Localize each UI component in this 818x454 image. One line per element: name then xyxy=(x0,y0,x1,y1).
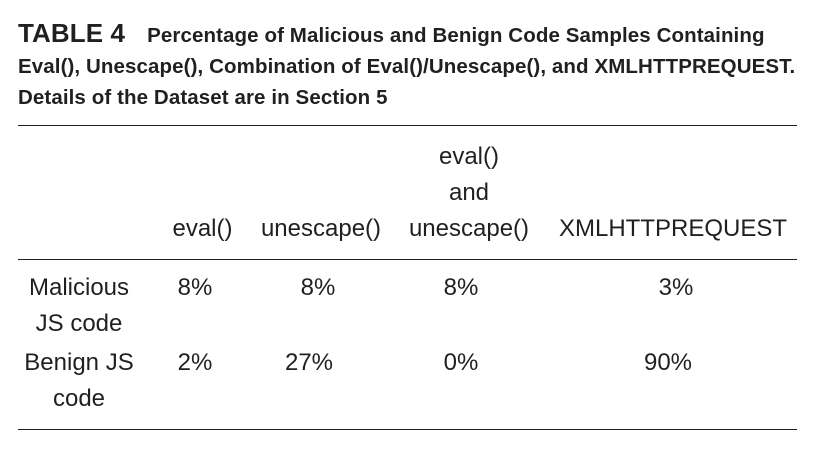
table-cell-benign-xmlhttprequest: 90% xyxy=(643,349,693,376)
row-label-benign-line-1: Benign JS xyxy=(24,349,134,376)
column-header-eval-and-unescape-line-3: unescape() xyxy=(408,215,530,242)
row-label-malicious-line-2: JS code xyxy=(35,310,123,337)
column-header-eval-and-unescape: eval() and unescape() xyxy=(398,139,540,247)
table-cell-benign-eval: 2% xyxy=(177,349,213,376)
table-cell-benign-eval-and-unescape: 0% xyxy=(443,349,479,376)
row-label-malicious-line-1: Malicious xyxy=(28,274,130,301)
column-header-unescape: unescape() xyxy=(260,215,382,242)
table-bottom-rule xyxy=(18,429,797,430)
row-label-benign-line-2: code xyxy=(52,385,106,412)
table-cell-malicious-unescape: 8% xyxy=(300,274,336,301)
table-cell-malicious-eval: 8% xyxy=(177,274,213,301)
table-cell-benign-unescape: 27% xyxy=(284,349,334,376)
table-top-rule xyxy=(18,125,797,126)
table-caption-text: Percentage of Malicious and Benign Code … xyxy=(18,24,796,109)
table-caption: TABLE 4 Percentage of Malicious and Benig… xyxy=(18,18,803,113)
row-label-malicious: Malicious JS code xyxy=(15,270,143,342)
column-header-xmlhttprequest: XMLHTTPREQUEST xyxy=(558,215,788,242)
table-header-rule xyxy=(18,259,797,260)
table-cell-malicious-eval-and-unescape: 8% xyxy=(443,274,479,301)
table-cell-malicious-xmlhttprequest: 3% xyxy=(658,274,694,301)
column-header-eval-and-unescape-line-2: and xyxy=(448,179,490,206)
column-header-eval-and-unescape-line-1: eval() xyxy=(438,143,499,170)
column-header-eval: eval() xyxy=(172,215,233,242)
table-label: TABLE 4 xyxy=(18,18,126,48)
row-label-benign: Benign JS code xyxy=(15,345,143,417)
